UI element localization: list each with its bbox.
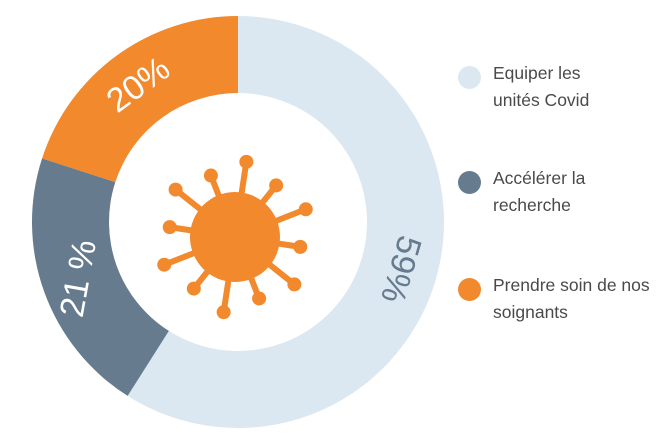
virus-knob: [239, 154, 254, 169]
virus-knob: [298, 202, 313, 217]
virus-knob: [186, 281, 201, 296]
virus-icon: [157, 154, 313, 320]
virus-knob: [269, 178, 284, 193]
legend-swatch: [458, 66, 481, 89]
legend-label: Prendre soin de nos soignants: [493, 275, 650, 322]
legend-swatch: [458, 171, 481, 194]
legend-item: Accélérer la recherche: [458, 168, 623, 219]
virus-knob: [293, 239, 308, 254]
legend-label: Accélérer la recherche: [493, 168, 586, 215]
donut-chart: 59%21 %20%: [31, 16, 445, 428]
legend-item: Prendre soin de nos soignants: [458, 275, 658, 326]
virus-body: [190, 192, 280, 282]
legend-swatch: [458, 278, 481, 301]
virus-knob: [162, 220, 177, 235]
virus-knob: [157, 257, 172, 272]
legend-label: Equiper les unités Covid: [493, 63, 590, 110]
virus-knob: [216, 305, 231, 320]
slice: [31, 158, 169, 396]
virus-knob: [203, 168, 218, 183]
legend-item: Equiper les unités Covid: [458, 63, 623, 114]
slice: [42, 16, 238, 183]
virus-knob: [287, 277, 302, 292]
virus-knob: [252, 291, 267, 306]
virus-knob: [168, 182, 183, 197]
slice: [127, 16, 445, 428]
